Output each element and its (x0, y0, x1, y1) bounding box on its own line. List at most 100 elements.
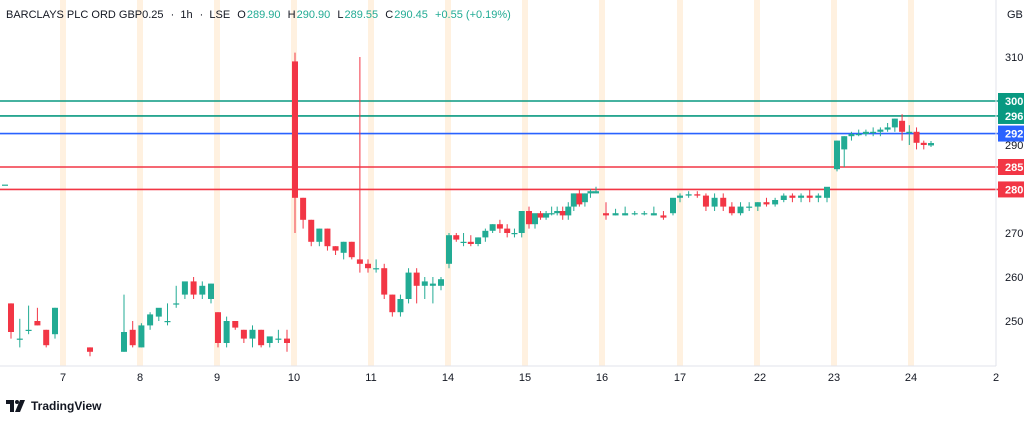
candle-103 (877, 127, 884, 137)
price-tick-250: 250 (1005, 316, 1023, 328)
level-label-text-280: 280 (1005, 184, 1023, 196)
candle-13 (164, 303, 171, 326)
candle-74 (631, 211, 638, 216)
candle-39 (381, 263, 388, 299)
candle-6 (52, 307, 58, 339)
candle-body-101 (862, 131, 869, 134)
candle-108 (913, 127, 920, 150)
candle-body-87 (746, 206, 753, 208)
candle-body-52 (482, 230, 489, 238)
candle-body-35 (348, 241, 355, 258)
candle-body-20 (223, 321, 230, 343)
interval-label[interactable]: 1h (180, 9, 193, 21)
close-label: C (385, 9, 394, 21)
candle-body-64 (559, 211, 566, 216)
candle-body-100 (855, 134, 862, 136)
candle-body-75 (641, 213, 648, 215)
time-tick-22: 22 (754, 372, 766, 384)
candle-62 (548, 206, 555, 216)
session-band-10 (831, 0, 837, 366)
candle-body-28 (292, 61, 298, 198)
level-label-296: 296 (998, 107, 1024, 124)
candle-body-98 (841, 136, 848, 150)
candle-body-27 (284, 338, 290, 343)
candle-body-54 (496, 224, 503, 229)
high-label: H (287, 9, 296, 21)
candle-84 (720, 193, 727, 211)
candle-body-86 (737, 206, 744, 214)
candle-61 (543, 211, 550, 220)
candle-body-22 (240, 329, 247, 339)
candle-46 (438, 277, 444, 291)
candle-17 (199, 281, 206, 299)
candle-8 (121, 294, 127, 352)
candle-body-60 (537, 213, 544, 218)
candle-body-11 (147, 314, 154, 326)
level-label-285: 285 (998, 159, 1024, 175)
time-tick-2: 2 (993, 372, 999, 384)
candle-body-17 (199, 285, 206, 295)
candle-body-62 (548, 213, 555, 215)
tradingview-brand: TradingView (31, 399, 102, 413)
candle-68 (581, 193, 588, 207)
candle-80 (685, 191, 692, 198)
symbol-legend[interactable]: BARCLAYS PLC ORD GBP0.25 · 1h · LSE O289… (6, 9, 512, 21)
candle-body-77 (660, 215, 667, 218)
candle-52 (482, 228, 489, 242)
candle-body-6 (52, 307, 58, 335)
candle-64 (559, 206, 566, 220)
candle-body-63 (554, 211, 561, 214)
candle-50 (467, 235, 474, 247)
candle-24 (258, 329, 265, 348)
candle-body-79 (677, 195, 683, 198)
candle-93 (798, 193, 805, 203)
tradingview-logo[interactable]: TradingView (6, 398, 101, 414)
candle-16 (190, 277, 197, 299)
candle-body-81 (694, 194, 701, 196)
level-label-text-300: 300 (1005, 96, 1023, 108)
candle-body-50 (467, 241, 474, 244)
candle-95 (815, 193, 822, 203)
candle-27 (284, 329, 290, 352)
candle-55 (504, 224, 511, 238)
candle-body-49 (460, 241, 467, 243)
candle-99 (848, 131, 855, 141)
close-value: 290.45 (394, 9, 428, 21)
session-band-8 (677, 0, 683, 366)
candle-4 (34, 307, 41, 326)
symbol-name[interactable]: BARCLAYS PLC ORD GBP0.25 (6, 9, 164, 21)
candle-body-12 (155, 307, 162, 317)
candle-body-32 (324, 228, 331, 247)
candle-body-109 (920, 142, 927, 145)
candle-body-110 (928, 143, 934, 146)
candle-34 (340, 241, 347, 260)
candle-body-56 (511, 233, 518, 235)
candle-body-84 (720, 197, 727, 207)
candle-body-92 (789, 195, 796, 198)
level-label-bg-280 (998, 181, 1024, 198)
candle-body-51 (475, 237, 482, 244)
candle-106 (899, 114, 906, 141)
candle-body-59 (532, 213, 538, 225)
candle-body-103 (877, 129, 884, 132)
candle-88 (754, 202, 761, 211)
price-tick-270: 270 (1005, 228, 1023, 240)
session-band-9 (754, 0, 760, 366)
candle-73 (622, 206, 629, 216)
candle-14 (173, 285, 180, 308)
candle-28 (292, 52, 298, 233)
candle-body-66 (570, 193, 577, 207)
candle-body-44 (421, 281, 428, 286)
candle-body-25 (266, 336, 273, 343)
session-band-6 (522, 0, 528, 366)
candle-25 (266, 336, 273, 348)
candle-body-97 (834, 140, 840, 170)
price-tick-310: 310 (1005, 52, 1023, 64)
candle-body-26 (275, 338, 282, 340)
candle-body-71 (603, 213, 609, 216)
candle-body-73 (622, 213, 629, 216)
candle-57 (518, 211, 525, 238)
candle-97 (834, 140, 840, 172)
candle-90 (772, 197, 779, 207)
